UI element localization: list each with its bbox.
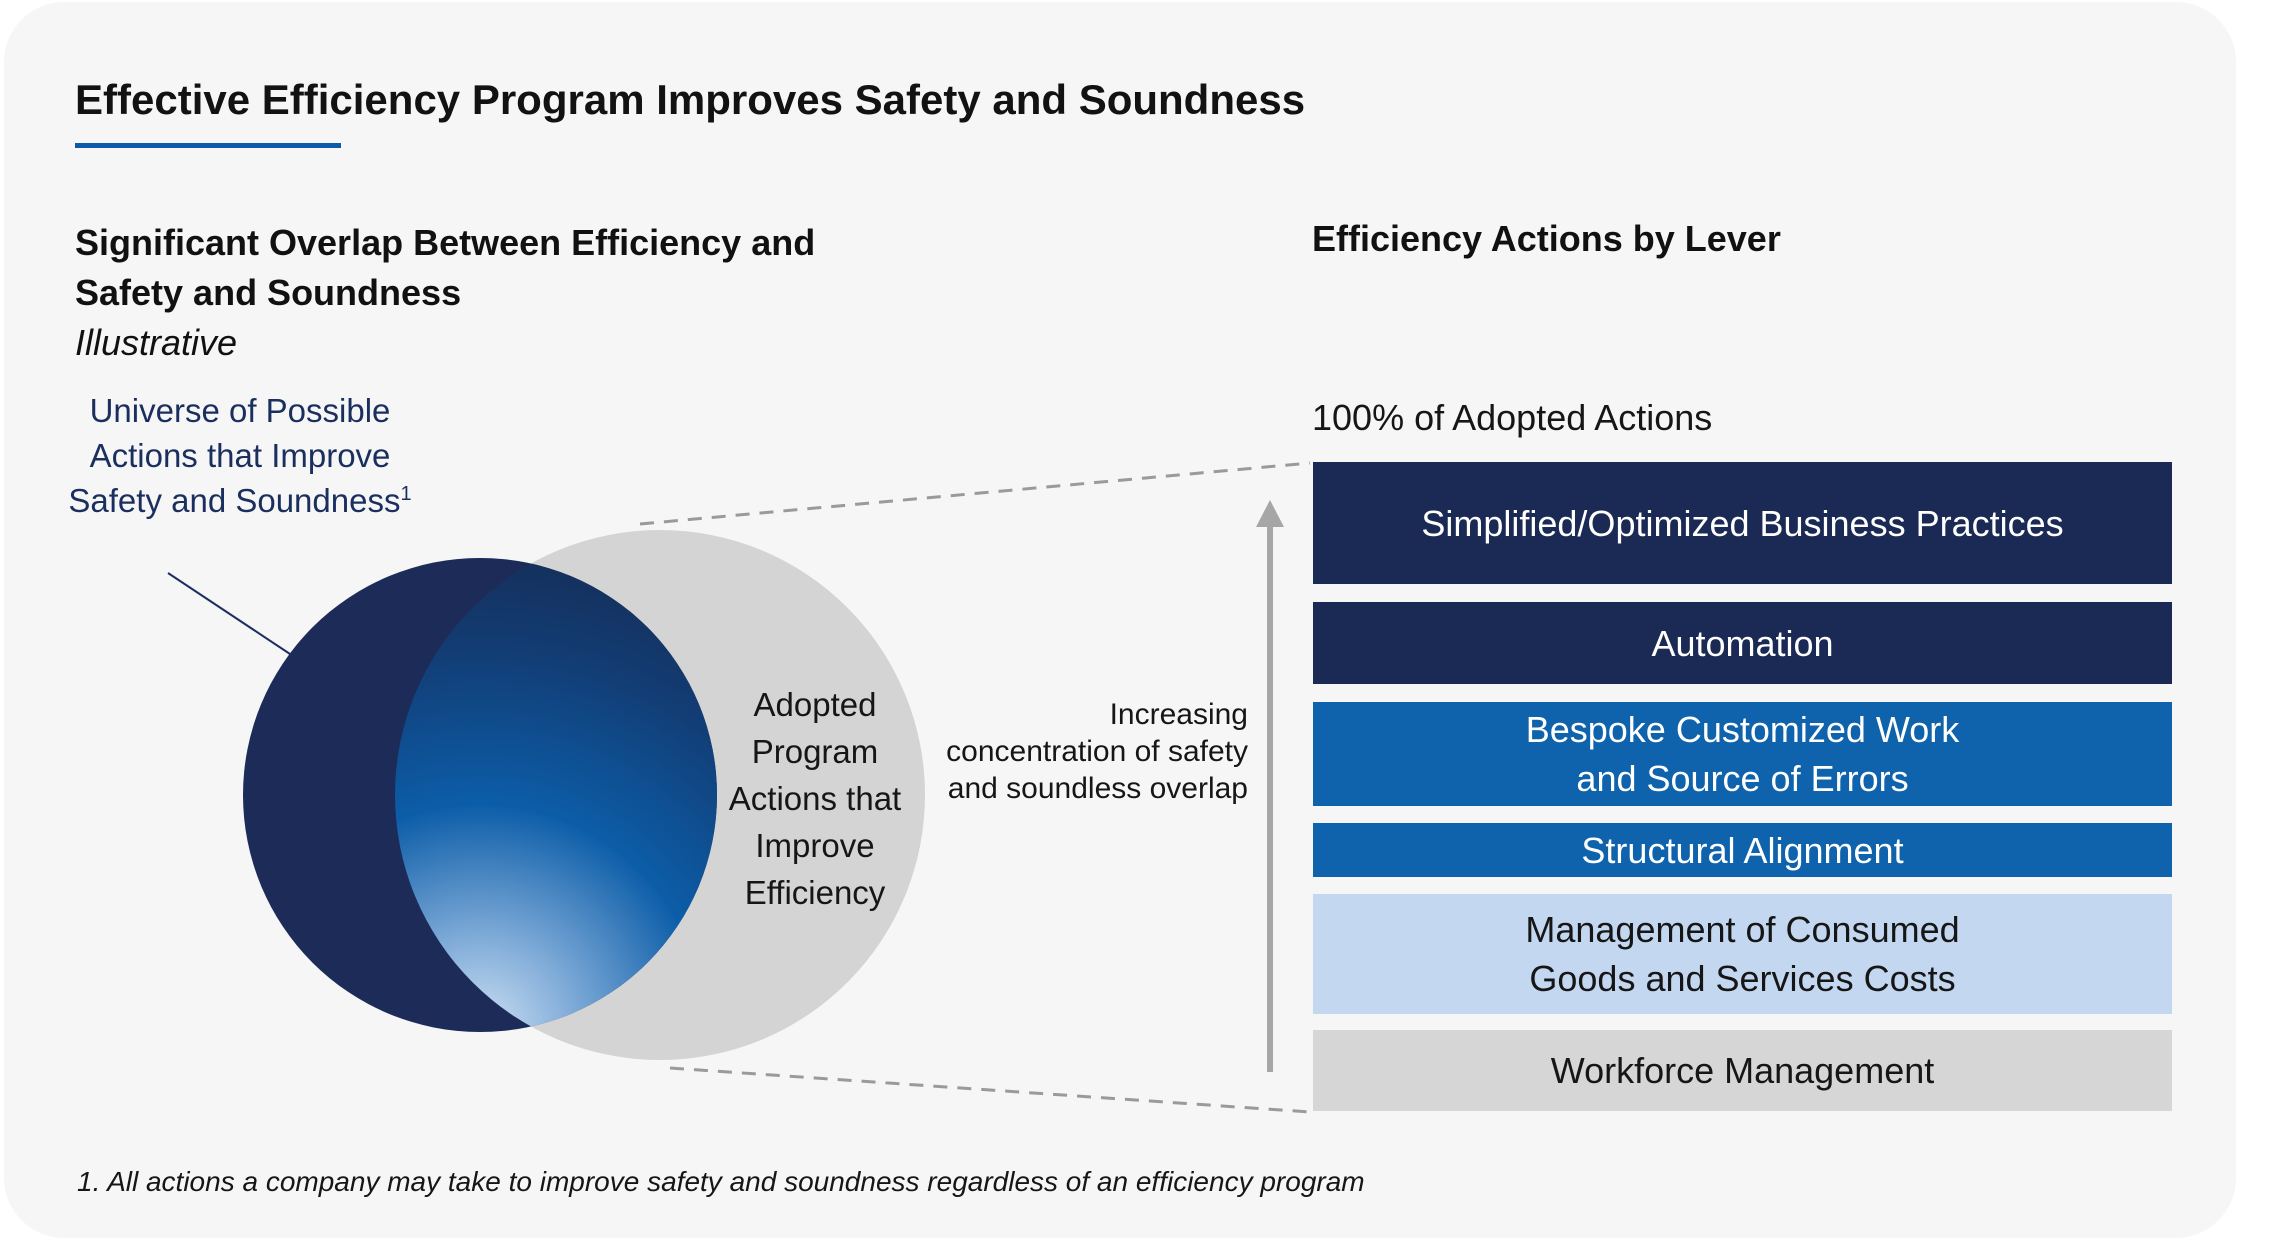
adopted-percentage-label: 100% of Adopted Actions xyxy=(1312,397,1713,438)
lever-label: Management of Consumed Goods and Service… xyxy=(1525,909,1960,999)
footnote: 1. All actions a company may take to imp… xyxy=(77,1166,1365,1197)
lever-bar-structural-alignment: Structural Alignment xyxy=(1313,823,2172,877)
lever-label: Workforce Management xyxy=(1550,1050,1935,1091)
lever-bar-workforce-management: Workforce Management xyxy=(1313,1030,2172,1111)
concentration-arrow-label: Increasing concentration of safety and s… xyxy=(946,698,1248,805)
title-underline xyxy=(75,143,341,148)
universe-leader-line xyxy=(167,572,291,655)
universe-label: Universe of Possible Actions that Improv… xyxy=(60,388,420,523)
overlap-region xyxy=(395,558,717,1032)
footnote-marker: 1 xyxy=(400,483,412,505)
adopted-actions-label: Adopted Program Actions that Improve Eff… xyxy=(728,686,902,911)
lever-bar-automation: Automation xyxy=(1313,602,2172,684)
zoom-line-bottom xyxy=(669,1066,1311,1114)
lever-label: Bespoke Customized Work and Source of Er… xyxy=(1525,709,1960,799)
concentration-arrow-head xyxy=(1256,500,1284,527)
zoom-line-top xyxy=(639,461,1311,526)
lever-label: Structural Alignment xyxy=(1581,829,1904,871)
lever-bar-consumed-goods: Management of Consumed Goods and Service… xyxy=(1313,894,2172,1014)
lever-label: Automation xyxy=(1651,622,1834,664)
universe-label-text: Universe of Possible Actions that Improv… xyxy=(68,392,401,519)
slide-title: Effective Efficiency Program Improves Sa… xyxy=(75,76,1306,123)
lever-bar-bespoke-work: Bespoke Customized Work and Source of Er… xyxy=(1313,702,2172,806)
right-panel-heading: Efficiency Actions by Lever xyxy=(1312,218,1781,259)
lever-bar-simplified-practices: Simplified/Optimized Business Practices xyxy=(1313,462,2172,584)
left-panel-subheading: Illustrative xyxy=(75,322,238,363)
lever-label: Simplified/Optimized Business Practices xyxy=(1421,502,2064,544)
left-panel-heading: Significant Overlap Between Efficiency a… xyxy=(75,222,816,313)
